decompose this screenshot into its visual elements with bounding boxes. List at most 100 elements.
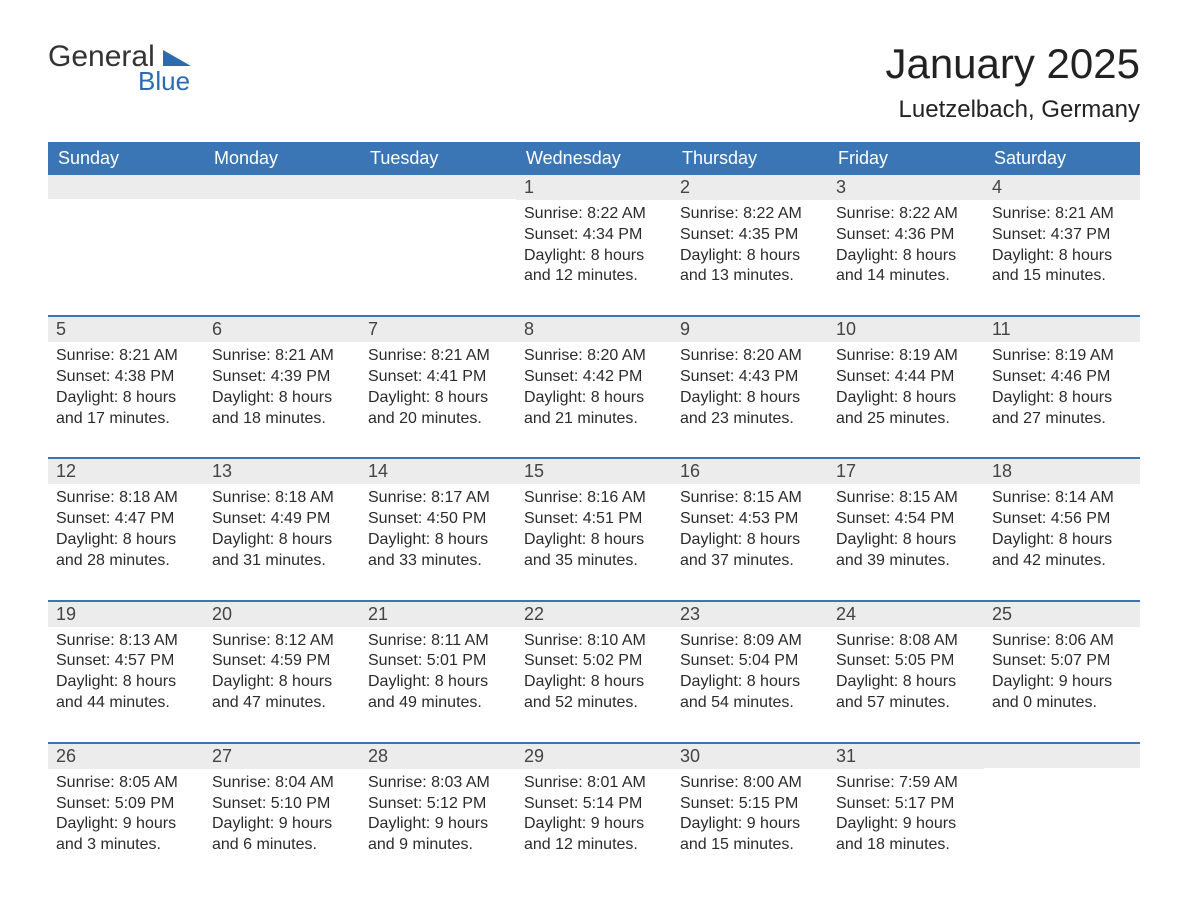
calendar-week: 26Sunrise: 8:05 AMSunset: 5:09 PMDayligh… [48,743,1140,884]
day-detail-line: Daylight: 9 hours [56,814,196,835]
day-details: Sunrise: 7:59 AMSunset: 5:17 PMDaylight:… [828,769,984,884]
day-detail-line: and 44 minutes. [56,693,196,714]
weekday-header: Monday [204,142,360,175]
day-detail-line: Sunrise: 8:19 AM [836,346,976,367]
day-detail-line: Sunrise: 8:21 AM [992,204,1132,225]
day-detail-line: Sunset: 4:49 PM [212,509,352,530]
day-detail-line: Sunset: 5:02 PM [524,651,664,672]
calendar-cell: 15Sunrise: 8:16 AMSunset: 4:51 PMDayligh… [516,458,672,600]
day-detail-line: Sunrise: 8:04 AM [212,773,352,794]
day-number: 6 [204,317,360,342]
day-details: Sunrise: 8:18 AMSunset: 4:49 PMDaylight:… [204,484,360,599]
day-number: 15 [516,459,672,484]
calendar-cell [360,175,516,316]
day-detail-line: and 14 minutes. [836,266,976,287]
day-detail-line: Sunset: 4:38 PM [56,367,196,388]
day-details: Sunrise: 8:12 AMSunset: 4:59 PMDaylight:… [204,627,360,742]
day-detail-line: Sunrise: 8:08 AM [836,631,976,652]
day-detail-line: and 37 minutes. [680,551,820,572]
calendar-cell [204,175,360,316]
day-detail-line: Daylight: 8 hours [680,388,820,409]
day-detail-line: Sunrise: 8:18 AM [212,488,352,509]
day-details: Sunrise: 8:19 AMSunset: 4:44 PMDaylight:… [828,342,984,457]
day-detail-line: Sunset: 4:53 PM [680,509,820,530]
day-detail-line: Sunrise: 8:22 AM [524,204,664,225]
day-detail-line: Sunrise: 8:22 AM [680,204,820,225]
calendar-cell: 17Sunrise: 8:15 AMSunset: 4:54 PMDayligh… [828,458,984,600]
header-row: General Blue January 2025 Luetzelbach, G… [48,40,1140,124]
weekday-header: Sunday [48,142,204,175]
day-detail-line: and 15 minutes. [992,266,1132,287]
day-detail-line: Sunset: 4:57 PM [56,651,196,672]
day-detail-line: Daylight: 8 hours [524,246,664,267]
day-detail-line: Sunrise: 8:22 AM [836,204,976,225]
weekday-header: Friday [828,142,984,175]
calendar-cell: 26Sunrise: 8:05 AMSunset: 5:09 PMDayligh… [48,743,204,884]
calendar-cell: 1Sunrise: 8:22 AMSunset: 4:34 PMDaylight… [516,175,672,316]
day-detail-line: Daylight: 8 hours [992,530,1132,551]
day-number: 19 [48,602,204,627]
day-detail-line: Sunrise: 8:19 AM [992,346,1132,367]
day-detail-line: and 31 minutes. [212,551,352,572]
brand-word2: Blue [138,66,190,97]
calendar-week: 19Sunrise: 8:13 AMSunset: 4:57 PMDayligh… [48,601,1140,743]
day-number: 17 [828,459,984,484]
day-detail-line: Sunrise: 8:05 AM [56,773,196,794]
day-detail-line: Sunrise: 8:16 AM [524,488,664,509]
day-detail-line: Daylight: 8 hours [836,388,976,409]
calendar-cell: 21Sunrise: 8:11 AMSunset: 5:01 PMDayligh… [360,601,516,743]
day-detail-line: Sunset: 5:12 PM [368,794,508,815]
day-detail-line: Daylight: 9 hours [992,672,1132,693]
brand-flag-icon [163,50,191,66]
day-detail-line: Sunset: 4:43 PM [680,367,820,388]
day-detail-line: and 52 minutes. [524,693,664,714]
day-number: 21 [360,602,516,627]
day-detail-line: Sunrise: 7:59 AM [836,773,976,794]
day-detail-line: Daylight: 8 hours [56,388,196,409]
calendar-cell [48,175,204,316]
day-detail-line: Sunrise: 8:21 AM [368,346,508,367]
day-detail-line: Sunrise: 8:15 AM [680,488,820,509]
day-number [204,175,360,199]
calendar-cell: 9Sunrise: 8:20 AMSunset: 4:43 PMDaylight… [672,316,828,458]
day-detail-line: and 23 minutes. [680,409,820,430]
day-number: 29 [516,744,672,769]
day-detail-line: Daylight: 8 hours [56,672,196,693]
day-number: 10 [828,317,984,342]
day-detail-line: Sunrise: 8:03 AM [368,773,508,794]
day-detail-line: and 13 minutes. [680,266,820,287]
day-detail-line: and 15 minutes. [680,835,820,856]
day-number: 12 [48,459,204,484]
day-detail-line: Sunrise: 8:13 AM [56,631,196,652]
day-detail-line: and 9 minutes. [368,835,508,856]
calendar-cell: 4Sunrise: 8:21 AMSunset: 4:37 PMDaylight… [984,175,1140,316]
day-details: Sunrise: 8:10 AMSunset: 5:02 PMDaylight:… [516,627,672,742]
calendar-cell: 18Sunrise: 8:14 AMSunset: 4:56 PMDayligh… [984,458,1140,600]
calendar-cell: 10Sunrise: 8:19 AMSunset: 4:44 PMDayligh… [828,316,984,458]
day-detail-line: Sunset: 5:09 PM [56,794,196,815]
day-detail-line: Daylight: 9 hours [212,814,352,835]
calendar-cell: 12Sunrise: 8:18 AMSunset: 4:47 PMDayligh… [48,458,204,600]
day-details: Sunrise: 8:22 AMSunset: 4:34 PMDaylight:… [516,200,672,315]
day-detail-line: and 3 minutes. [56,835,196,856]
day-detail-line: Sunset: 5:14 PM [524,794,664,815]
day-detail-line: Daylight: 8 hours [992,246,1132,267]
day-number: 7 [360,317,516,342]
day-details: Sunrise: 8:20 AMSunset: 4:42 PMDaylight:… [516,342,672,457]
day-detail-line: Sunset: 4:41 PM [368,367,508,388]
day-number: 4 [984,175,1140,200]
day-details [360,199,516,295]
day-number: 8 [516,317,672,342]
day-detail-line: Sunrise: 8:18 AM [56,488,196,509]
day-number: 5 [48,317,204,342]
calendar-cell: 28Sunrise: 8:03 AMSunset: 5:12 PMDayligh… [360,743,516,884]
calendar-table: SundayMondayTuesdayWednesdayThursdayFrid… [48,142,1140,884]
day-detail-line: Sunset: 4:56 PM [992,509,1132,530]
day-detail-line: Daylight: 8 hours [368,388,508,409]
day-detail-line: Sunrise: 8:00 AM [680,773,820,794]
day-detail-line: Daylight: 9 hours [368,814,508,835]
day-detail-line: Sunset: 5:07 PM [992,651,1132,672]
day-details: Sunrise: 8:05 AMSunset: 5:09 PMDaylight:… [48,769,204,884]
day-number: 11 [984,317,1140,342]
day-detail-line: Sunrise: 8:20 AM [680,346,820,367]
